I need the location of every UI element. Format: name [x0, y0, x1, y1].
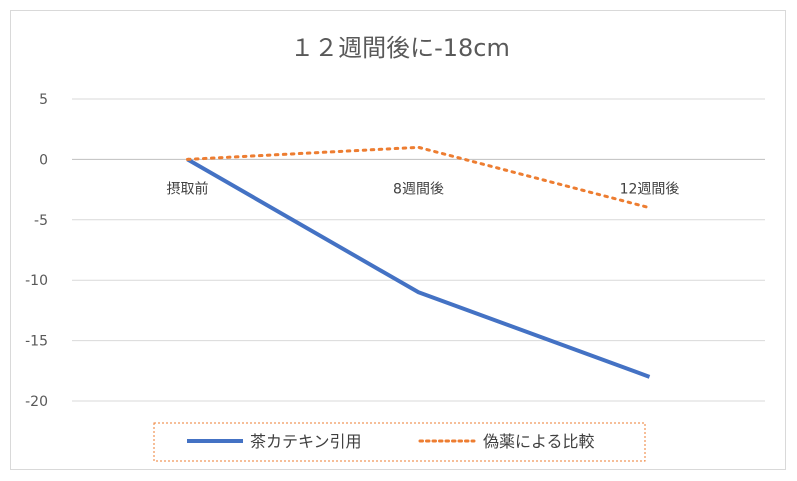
category-labels: 摂取前 8週間後 12週間後	[167, 180, 680, 197]
category-label: 12週間後	[620, 181, 680, 197]
legend-border	[153, 422, 646, 462]
series-lines	[186, 145, 651, 379]
y-axis-ticks: 5 0 -5 -10 -15 -20	[25, 92, 48, 410]
chart-frame	[10, 10, 786, 470]
legend-label-series-0: 茶カテキン引用	[250, 432, 362, 451]
legend: 茶カテキン引用 偽薬による比較	[153, 422, 646, 462]
gridlines	[72, 98, 765, 402]
y-tick-label: -15	[25, 334, 48, 350]
y-tick-label: -5	[34, 213, 48, 229]
y-tick-label: 5	[39, 92, 48, 108]
chart-title: １２週間後に-18cm	[290, 34, 510, 62]
y-tick-label: 0	[39, 152, 48, 168]
legend-label-series-1: 偽薬による比較	[483, 432, 595, 451]
category-label: 8週間後	[393, 181, 444, 197]
y-tick-label: -10	[25, 273, 48, 289]
category-label: 摂取前	[167, 180, 209, 197]
y-tick-label: -20	[25, 394, 48, 410]
